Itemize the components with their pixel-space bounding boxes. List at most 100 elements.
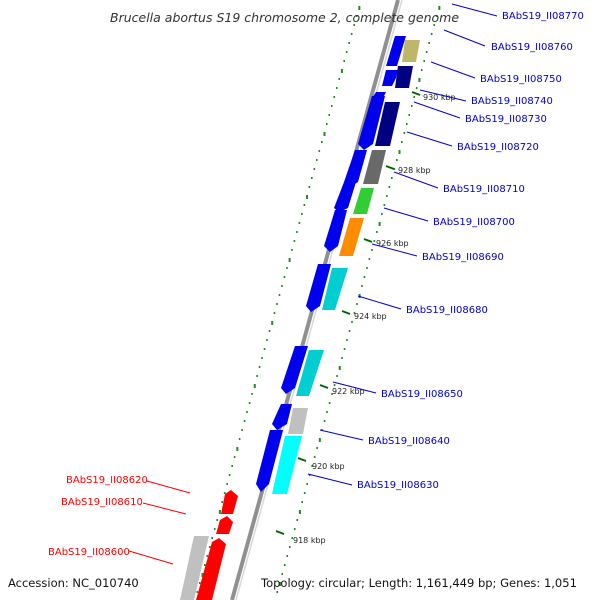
scale-dot [233, 456, 236, 458]
scale-dot [231, 465, 233, 467]
scale-dot [296, 231, 298, 233]
gene-feature[interactable] [363, 150, 386, 184]
scale-dot [415, 87, 418, 89]
scale-dot [328, 114, 331, 116]
tick-label-924: 924 kbp [354, 312, 387, 321]
gene-feature[interactable] [180, 536, 209, 600]
gene-label[interactable]: BAbS19_II08630 [357, 480, 439, 491]
gene-labels-right: BAbS19_II08770 BAbS19_II08760 BAbS19_II0… [357, 11, 584, 491]
scale-dot [338, 366, 341, 370]
gene-label[interactable]: BAbS19_II08640 [368, 436, 450, 447]
gene-feature[interactable] [288, 408, 308, 434]
scale-dot [248, 402, 251, 404]
scale-dot [216, 519, 219, 521]
scale-dot [328, 402, 331, 404]
scale-dot [318, 150, 321, 152]
scale-dot [343, 60, 345, 62]
scale-dot [253, 384, 256, 388]
gene-feature[interactable] [344, 150, 367, 188]
scale-dot [278, 582, 281, 586]
scale-dot [413, 96, 416, 98]
gene-feature[interactable] [272, 404, 292, 430]
scale-dot [386, 195, 388, 197]
scale-dot [368, 258, 371, 260]
scale-dot [291, 537, 294, 539]
scale-dot [336, 375, 338, 377]
gene-feature[interactable] [281, 346, 308, 394]
scale-dot [288, 258, 291, 262]
scale-dot [408, 114, 411, 116]
gene-feature[interactable] [375, 102, 400, 146]
scale-dot [425, 51, 428, 53]
gene-label[interactable]: BAbS19_II08600 [48, 547, 130, 558]
scale-dot [320, 141, 323, 143]
scale-dot [323, 132, 326, 136]
scale-dot [363, 276, 366, 278]
scale-dot [298, 222, 301, 224]
gene-feature[interactable] [395, 66, 413, 88]
gene-label[interactable]: BAbS19_II08760 [491, 42, 573, 53]
gene-label[interactable]: BAbS19_II08700 [433, 217, 515, 228]
scale-dot [281, 285, 283, 287]
gene-feature[interactable] [334, 182, 356, 212]
gene-label[interactable]: BAbS19_II08730 [465, 114, 547, 125]
gene-label[interactable]: BAbS19_II08620 [66, 475, 148, 486]
scale-dot [346, 339, 348, 341]
scale-dot [333, 384, 336, 386]
scale-dot [355, 15, 358, 17]
gene-features [180, 36, 420, 600]
gene-feature[interactable] [386, 36, 406, 66]
gene-feature[interactable] [353, 188, 374, 214]
gene-feature[interactable] [324, 210, 347, 252]
scale-dot [308, 474, 311, 476]
accession-text: Accession: NC_010740 [8, 576, 139, 590]
scale-dot [311, 177, 313, 179]
gene-feature[interactable] [358, 96, 385, 150]
scale-dot [273, 312, 276, 314]
gene-label[interactable]: BAbS19_II08750 [480, 74, 562, 85]
scale-dot [301, 501, 303, 503]
gene-label[interactable]: BAbS19_II08720 [457, 142, 539, 153]
gene-feature[interactable] [221, 490, 238, 514]
scale-dot [246, 411, 248, 413]
gene-feature[interactable] [256, 430, 283, 492]
scale-dot [400, 141, 403, 143]
tick-label-922: 922 kbp [332, 387, 365, 396]
gene-label[interactable]: BAbS19_II08690 [422, 252, 504, 263]
gene-label[interactable]: BAbS19_II08710 [443, 184, 525, 195]
gene-feature[interactable] [322, 268, 348, 310]
gene-feature[interactable] [196, 538, 226, 600]
scale-dot [268, 330, 271, 332]
scale-dot [430, 33, 433, 35]
scale-dot [393, 168, 396, 170]
scale-dot [405, 123, 408, 125]
gene-feature[interactable] [216, 516, 233, 534]
scale-dot [376, 231, 378, 233]
gene-feature[interactable] [296, 350, 324, 396]
scale-dot [291, 249, 293, 251]
gene-label[interactable]: BAbS19_II08770 [502, 11, 584, 22]
gene-feature[interactable] [272, 436, 302, 494]
scale-dot [410, 105, 413, 107]
scale-dot [330, 105, 333, 107]
scale-dot [303, 204, 306, 206]
scale-dot [221, 501, 223, 503]
gene-feature[interactable] [402, 40, 420, 62]
gene-feature[interactable] [306, 264, 331, 312]
gene-feature[interactable] [382, 70, 398, 86]
gene-label[interactable]: BAbS19_II08680 [406, 305, 488, 316]
scale-dot [438, 6, 441, 10]
scale-dot [383, 204, 386, 206]
gene-feature[interactable] [339, 218, 364, 256]
scale-dot [323, 420, 326, 422]
gene-label[interactable]: BAbS19_II08610 [61, 497, 143, 508]
scale-dot [351, 321, 353, 323]
scale-dot [345, 51, 348, 53]
scale-dot [331, 393, 333, 395]
scale-dot [325, 123, 328, 125]
gene-label[interactable]: BAbS19_II08740 [471, 96, 553, 107]
tick-label-926: 926 kbp [376, 239, 409, 248]
tick-label-920: 920 kbp [312, 462, 345, 471]
gene-label[interactable]: BAbS19_II08650 [381, 389, 463, 400]
